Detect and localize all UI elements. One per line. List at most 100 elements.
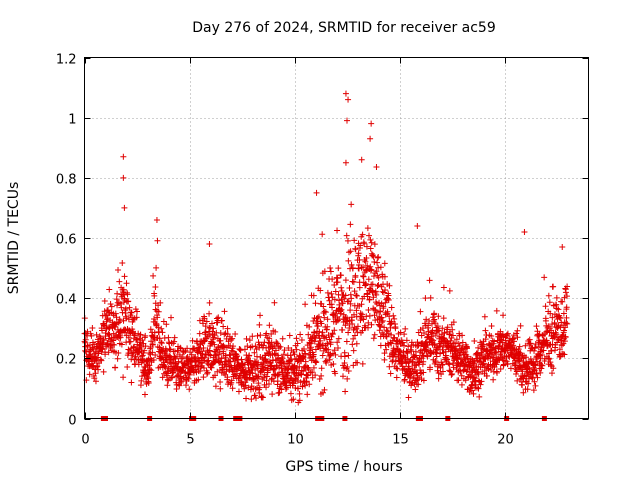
data-point	[345, 257, 352, 264]
data-point	[350, 279, 357, 286]
data-point	[190, 369, 197, 376]
data-point	[441, 330, 448, 337]
data-point	[370, 335, 377, 342]
data-point	[312, 359, 319, 366]
data-point	[263, 330, 270, 337]
data-point	[475, 377, 482, 384]
data-point	[403, 337, 410, 344]
data-point	[128, 379, 135, 386]
data-point	[152, 352, 159, 359]
data-point	[118, 304, 125, 311]
data-point	[483, 372, 490, 379]
data-point	[459, 332, 466, 339]
data-point	[166, 352, 173, 359]
data-point	[128, 356, 135, 363]
data-point	[204, 369, 211, 376]
y-tick-label: 1	[68, 113, 76, 128]
data-point	[325, 346, 332, 353]
data-point	[354, 359, 361, 366]
data-point	[202, 329, 209, 336]
data-point	[370, 273, 377, 280]
data-point	[391, 315, 398, 322]
data-point	[450, 319, 457, 326]
data-point	[274, 340, 281, 347]
data-point	[350, 347, 357, 354]
data-point	[92, 370, 99, 377]
data-point	[133, 314, 140, 321]
data-point	[268, 331, 275, 338]
data-point	[338, 284, 345, 291]
data-point	[435, 375, 442, 382]
data-point	[542, 303, 549, 310]
data-point	[297, 331, 304, 338]
data-point	[368, 266, 375, 273]
data-point	[413, 369, 420, 376]
data-point	[472, 378, 479, 385]
data-point	[531, 347, 538, 354]
data-point	[399, 339, 406, 346]
data-point	[118, 341, 125, 348]
data-point	[504, 330, 511, 337]
data-point	[300, 346, 307, 353]
y-tick-label: 0.2	[56, 353, 77, 368]
data-point	[302, 350, 309, 357]
data-point	[339, 300, 346, 307]
data-point	[522, 354, 529, 361]
data-point	[311, 338, 318, 345]
data-point	[369, 281, 376, 288]
data-point	[269, 391, 276, 398]
data-point	[266, 322, 273, 329]
data-point	[238, 356, 245, 363]
data-point	[316, 328, 323, 335]
data-point	[550, 365, 557, 372]
data-point	[120, 286, 127, 293]
data-point	[274, 378, 281, 385]
data-point	[352, 272, 359, 279]
data-point	[342, 90, 349, 97]
data-point	[380, 289, 387, 296]
data-point	[365, 276, 372, 283]
data-point	[358, 264, 365, 271]
data-point	[124, 363, 131, 370]
data-point	[386, 363, 393, 370]
data-point	[561, 294, 568, 301]
data-point	[130, 316, 137, 323]
data-point	[266, 348, 273, 355]
data-point	[345, 96, 352, 103]
data-point	[197, 367, 204, 374]
data-point	[88, 332, 95, 339]
data-point	[181, 349, 188, 356]
data-point	[100, 337, 107, 344]
data-point	[401, 376, 408, 383]
data-point	[462, 377, 469, 384]
data-point	[123, 280, 130, 287]
data-point	[427, 364, 434, 371]
data-point	[480, 341, 487, 348]
data-point	[553, 305, 560, 312]
data-point	[493, 350, 500, 357]
data-point	[386, 282, 393, 289]
data-point	[263, 384, 270, 391]
data-point	[217, 378, 224, 385]
data-point	[521, 228, 528, 235]
data-point	[286, 332, 293, 339]
data-point	[315, 323, 322, 330]
data-point	[124, 291, 131, 298]
data-point	[563, 304, 570, 311]
data-point	[490, 376, 497, 383]
data-point	[200, 374, 207, 381]
data-point	[448, 344, 455, 351]
data-point	[526, 336, 533, 343]
data-point	[120, 153, 127, 160]
data-point	[120, 374, 127, 381]
data-point	[122, 313, 129, 320]
data-point	[277, 343, 284, 350]
data-point	[200, 344, 207, 351]
data-point	[404, 350, 411, 357]
data-point	[375, 274, 382, 281]
data-point	[162, 364, 169, 371]
data-point	[322, 309, 329, 316]
data-point	[374, 259, 381, 266]
data-point	[296, 363, 303, 370]
data-point	[422, 295, 429, 302]
